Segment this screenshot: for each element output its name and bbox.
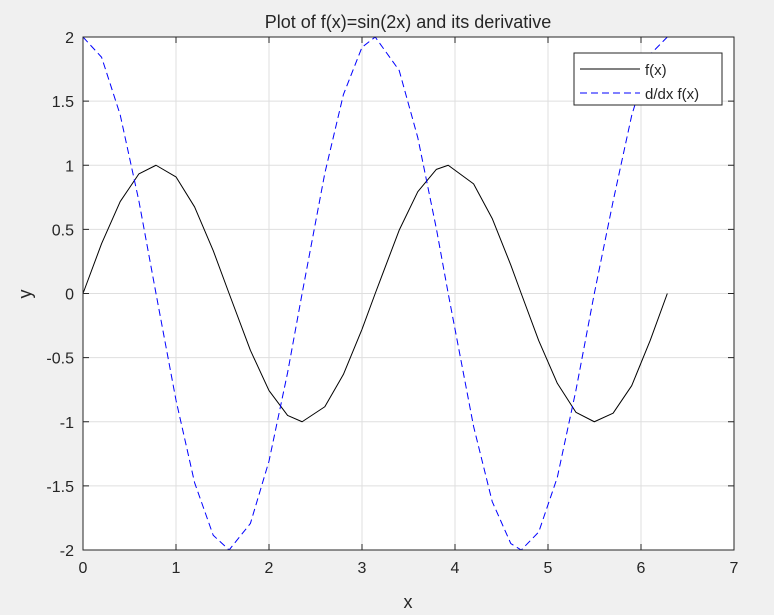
chart-title: Plot of f(x)=sin(2x) and its derivative — [265, 12, 552, 32]
y-tick-label: 2 — [65, 30, 74, 47]
tick-labels: 0 1 2 3 4 5 6 7 -2 -1.5 -1 -0.5 0 0.5 1 1.5 2 — [46, 30, 738, 577]
y-tick-label: 0.5 — [52, 222, 74, 239]
x-tick-label: 4 — [451, 560, 460, 577]
y-tick-label: 0 — [65, 287, 74, 304]
legend-box — [573, 52, 723, 106]
y-tick-label: -1.5 — [46, 479, 74, 496]
grid — [83, 37, 734, 550]
series-line-f — [83, 164, 668, 423]
x-tick-label: 3 — [358, 560, 367, 577]
x-tick-label: 1 — [172, 560, 181, 577]
x-tick-label: 6 — [637, 560, 646, 577]
y-tick-label: -2 — [60, 543, 74, 560]
y-axis-label: y — [15, 290, 35, 299]
x-tick-label: 0 — [79, 560, 88, 577]
legend[interactable]: f(x) d/dx f(x) — [573, 52, 723, 106]
y-tick-label: -0.5 — [46, 351, 74, 368]
legend-label-derivative: d/dx f(x) — [645, 86, 699, 103]
x-tick-label: 5 — [544, 560, 553, 577]
y-tick-label: 1 — [65, 158, 74, 175]
series-line-derivative — [83, 37, 688, 550]
x-tick-label: 7 — [730, 560, 739, 577]
series-layer — [83, 37, 688, 550]
x-axis-label: x — [404, 592, 413, 612]
y-tick-label: -1 — [60, 415, 74, 432]
legend-label-f: f(x) — [645, 62, 667, 79]
y-tick-label: 1.5 — [52, 94, 74, 111]
ticks — [82, 36, 735, 551]
x-tick-label: 2 — [265, 560, 274, 577]
